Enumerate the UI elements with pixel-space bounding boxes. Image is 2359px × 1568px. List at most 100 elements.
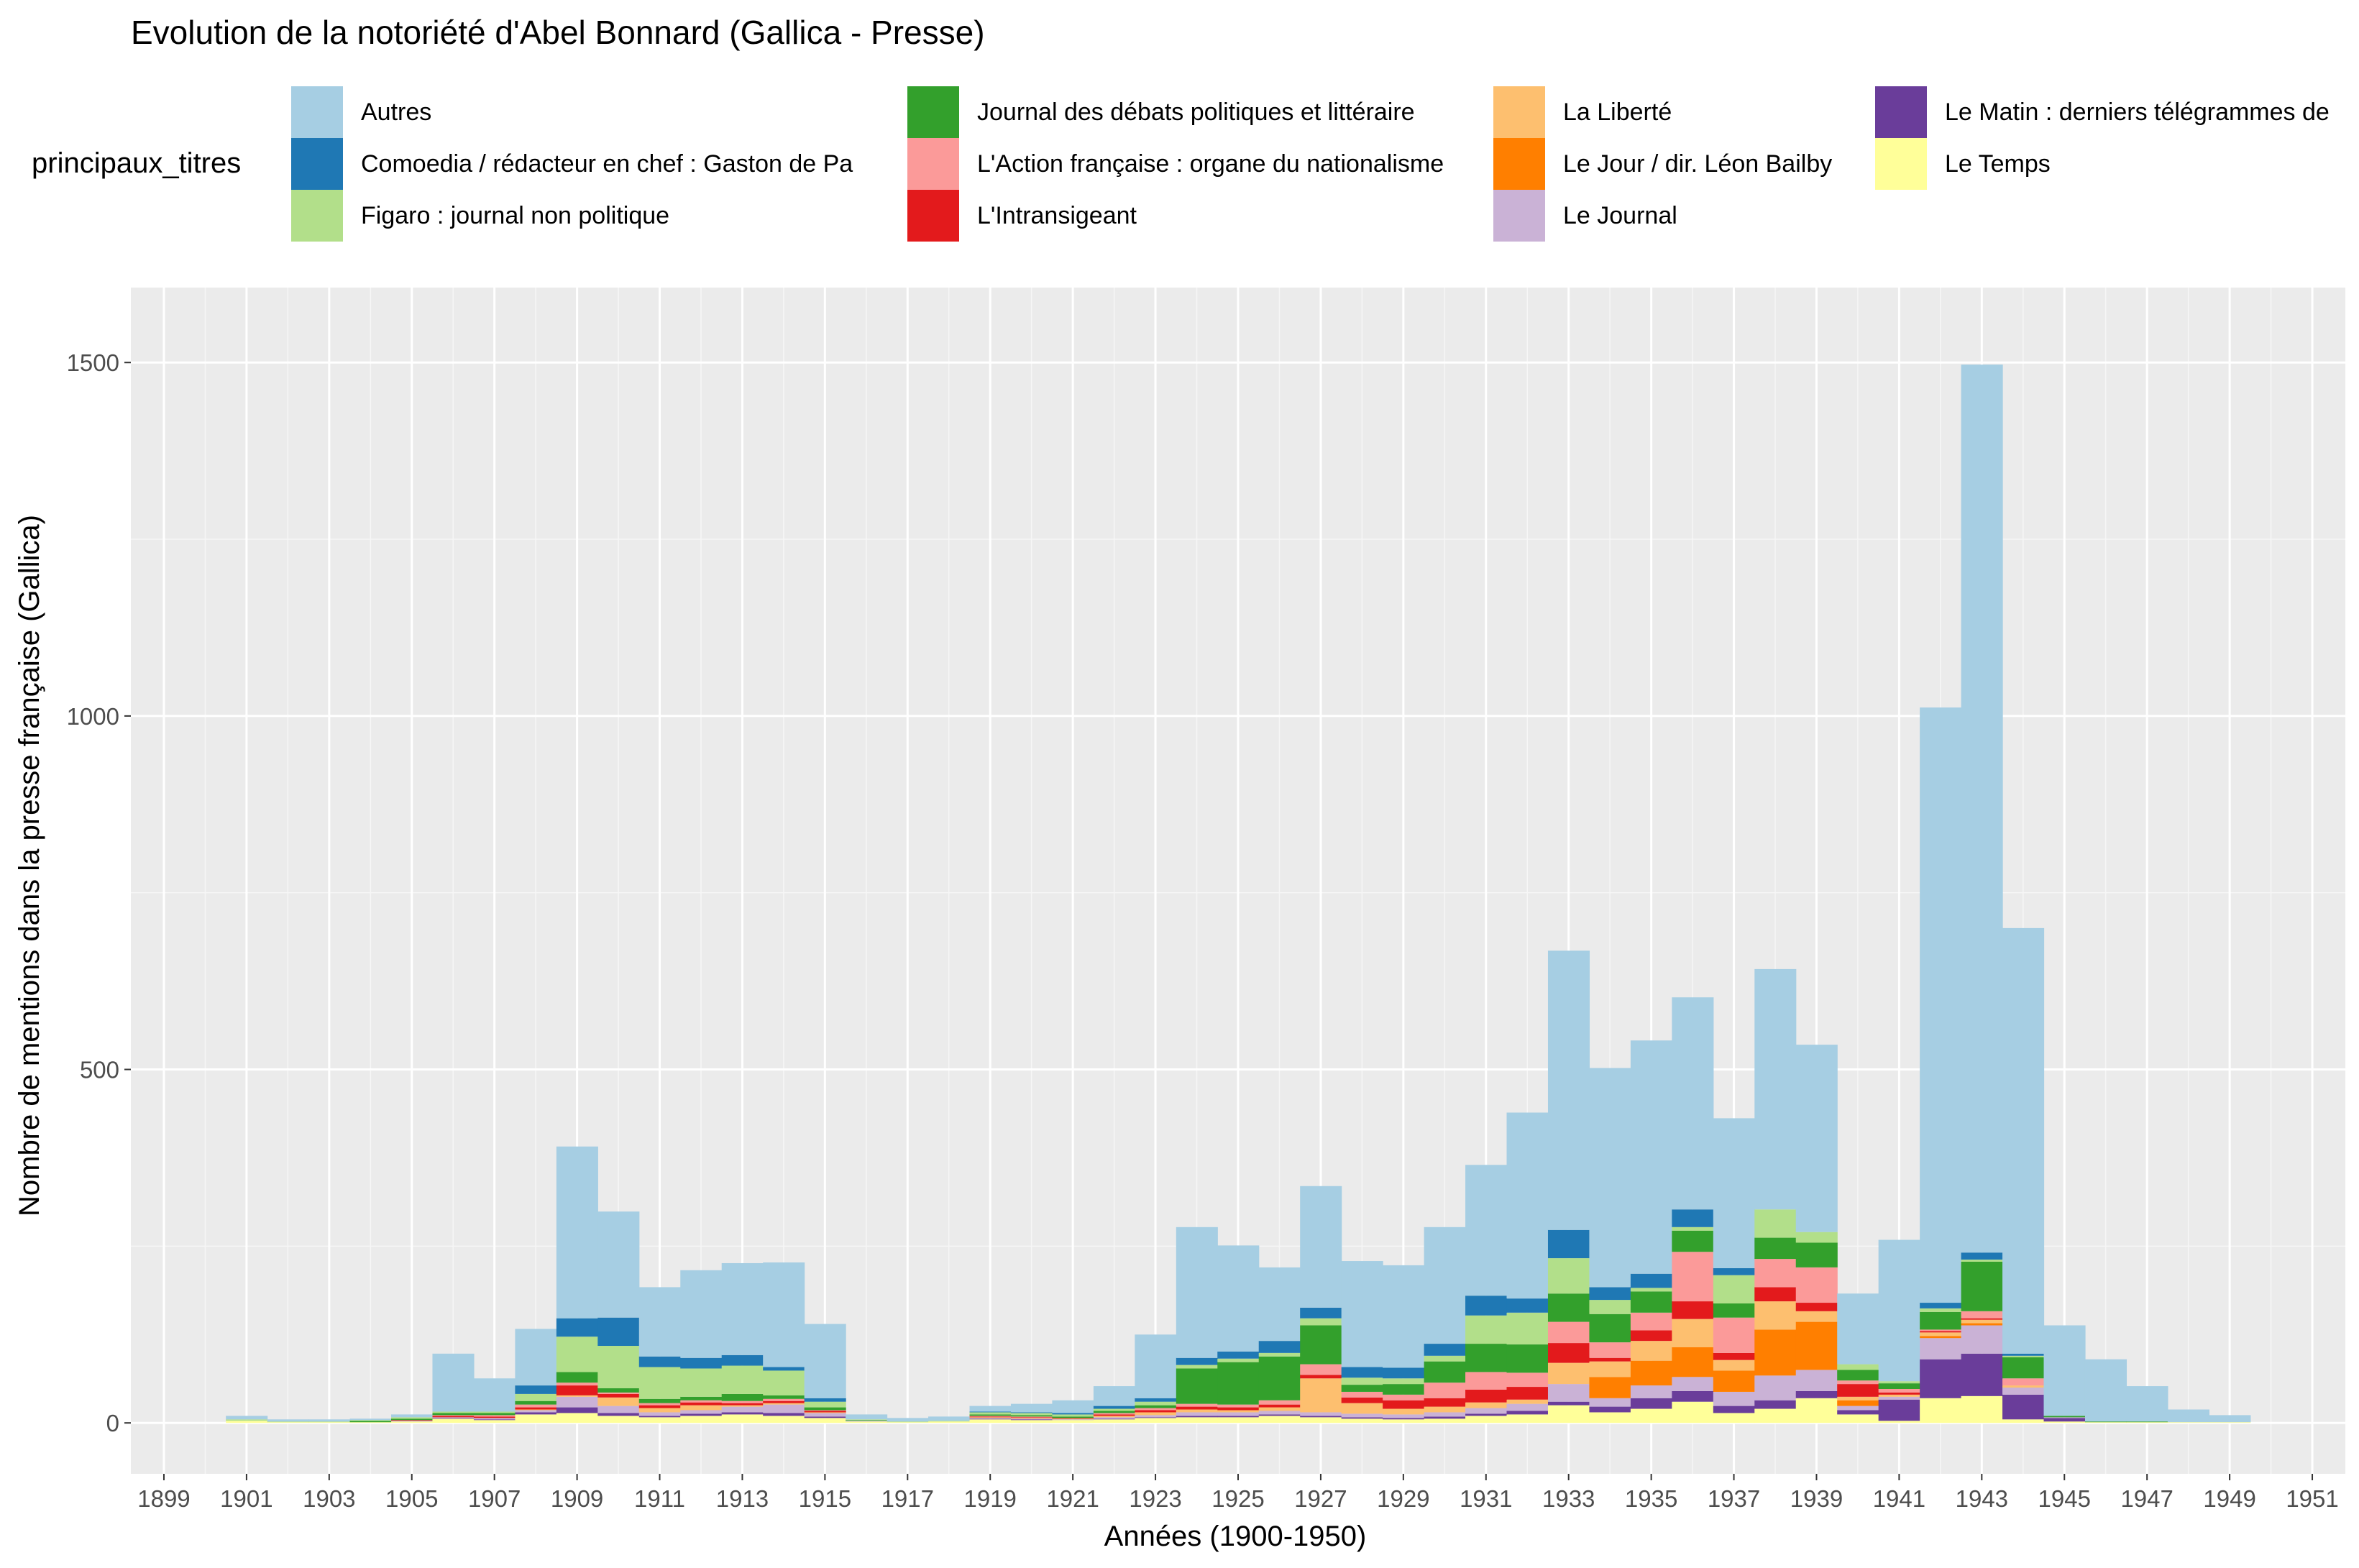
bar-segment-journal-des-debats-politiques-et-litteraire-1912 [680, 1396, 723, 1400]
y-tick-label: 1000 [67, 703, 119, 730]
bar-segment-comoedia-redacteur-en-chef-gaston-de-pa-1927 [1300, 1307, 1342, 1319]
bar-segment-journal-des-debats-politiques-et-litteraire-1906 [432, 1413, 475, 1416]
bar-segment-le-journal-1935 [1630, 1385, 1672, 1398]
bar-segment-l-action-francaise-organe-du-nationalisme-1941 [1878, 1389, 1920, 1393]
bar-segment-le-journal-1909 [556, 1396, 598, 1408]
bar-segment-comoedia-redacteur-en-chef-gaston-de-pa-1943 [1961, 1252, 2003, 1260]
bar-segment-figaro-journal-non-politique-1940 [1837, 1364, 1879, 1370]
x-tick-label: 1901 [220, 1485, 272, 1512]
bar-segment-l-intransigeant-1908 [515, 1407, 557, 1410]
bar-segment-le-temps-1921 [1052, 1420, 1094, 1423]
bar-segment-comoedia-redacteur-en-chef-gaston-de-pa-1908 [515, 1385, 557, 1394]
bar-segment-figaro-journal-non-politique-1935 [1630, 1288, 1672, 1292]
bar-segment-la-liberte-1934 [1589, 1361, 1631, 1377]
bar-segment-l-action-francaise-organe-du-nationalisme-1908 [515, 1404, 557, 1408]
bar-segment-l-intransigeant-1933 [1547, 1343, 1590, 1363]
bar-segment-l-intransigeant-1914 [763, 1400, 805, 1403]
bar-segment-comoedia-redacteur-en-chef-gaston-de-pa-1920 [1010, 1412, 1053, 1413]
bar-segment-journal-des-debats-politiques-et-litteraire-1933 [1547, 1293, 1590, 1322]
bar-segment-le-journal-1937 [1713, 1391, 1755, 1406]
bar-segment-figaro-journal-non-politique-1904 [349, 1420, 392, 1421]
bar-segment-autres-1904 [349, 1418, 392, 1421]
bar-segment-l-action-francaise-organe-du-nationalisme-1935 [1630, 1312, 1672, 1331]
bar-segment-l-action-francaise-organe-du-nationalisme-1913 [721, 1400, 764, 1403]
bar-segment-autres-1929 [1383, 1265, 1425, 1368]
bar-segment-figaro-journal-non-politique-1929 [1383, 1378, 1425, 1385]
bar-segment-figaro-journal-non-politique-1933 [1547, 1258, 1590, 1294]
bar-segment-le-temps-1929 [1383, 1419, 1425, 1423]
bar-segment-l-action-francaise-organe-du-nationalisme-1909 [556, 1383, 598, 1386]
x-tick-label: 1909 [551, 1485, 603, 1512]
bar-segment-journal-des-debats-politiques-et-litteraire-1932 [1506, 1344, 1549, 1373]
bar-segment-l-action-francaise-organe-du-nationalisme-1934 [1589, 1342, 1631, 1358]
bar-segment-autres-1938 [1754, 968, 1797, 1210]
bar-segment-l-action-francaise-organe-du-nationalisme-1938 [1754, 1259, 1797, 1288]
bar-segment-journal-des-debats-politiques-et-litteraire-1905 [391, 1418, 434, 1421]
bar-segment-le-temps-1925 [1217, 1417, 1260, 1423]
bar-segment-le-journal-1944 [2002, 1388, 2045, 1395]
bar-segment-l-action-francaise-organe-du-nationalisme-1906 [432, 1415, 475, 1416]
bar-segment-la-liberte-1942 [1920, 1332, 1962, 1337]
bar-segment-l-action-francaise-organe-du-nationalisme-1926 [1258, 1400, 1301, 1405]
x-tick-label: 1941 [1873, 1485, 1925, 1512]
x-tick-label: 1917 [881, 1485, 934, 1512]
bar-segment-la-liberte-1908 [515, 1409, 557, 1411]
bar-segment-la-liberte-1909 [556, 1395, 598, 1397]
bar-segment-le-temps-1920 [1010, 1420, 1053, 1423]
bar-segment-le-matin-derniers-telegrammes-de-1931 [1465, 1413, 1508, 1416]
bar-segment-autres-1936 [1672, 997, 1714, 1210]
bar-segment-le-journal-1932 [1506, 1403, 1549, 1411]
bar-segment-le-matin-derniers-telegrammes-de-1933 [1547, 1401, 1590, 1406]
bar-segment-le-jour-dir-leon-bailby-1939 [1795, 1321, 1838, 1370]
x-tick-label: 1943 [1956, 1485, 2008, 1512]
bar-segment-journal-des-debats-politiques-et-litteraire-1931 [1465, 1344, 1508, 1372]
bar-segment-le-temps-1922 [1093, 1419, 1135, 1423]
bar-segment-le-matin-derniers-telegrammes-de-1932 [1506, 1411, 1549, 1415]
bar-segment-le-matin-derniers-telegrammes-de-1930 [1424, 1416, 1466, 1419]
y-axis-title: Nombre de mentions dans la presse frança… [14, 515, 45, 1216]
bar-segment-figaro-journal-non-politique-1934 [1589, 1300, 1631, 1314]
bar-segment-le-journal-1907 [473, 1418, 516, 1420]
bar-segment-le-journal-1940 [1837, 1406, 1879, 1411]
bar-segment-l-action-francaise-organe-du-nationalisme-1936 [1672, 1252, 1714, 1302]
x-tick-label: 1937 [1708, 1485, 1760, 1512]
x-tick-label: 1933 [1542, 1485, 1595, 1512]
bar-segment-figaro-journal-non-politique-1917 [887, 1421, 929, 1423]
bar-segment-le-temps-1940 [1837, 1414, 1879, 1423]
bar-segment-la-liberte-1912 [680, 1405, 723, 1411]
legend-label-le-jour-dir-leon-bailby: Le Jour / dir. Léon Bailby [1563, 150, 1833, 178]
bar-segment-l-action-francaise-organe-du-nationalisme-1929 [1383, 1394, 1425, 1400]
bar-segment-figaro-journal-non-politique-1907 [473, 1411, 516, 1413]
bar-segment-la-liberte-1928 [1341, 1403, 1383, 1414]
bar-segment-le-temps-1912 [680, 1416, 723, 1423]
bar-segment-la-liberte-1932 [1506, 1399, 1549, 1404]
x-tick-label: 1939 [1790, 1485, 1843, 1512]
bar-segment-l-action-francaise-organe-du-nationalisme-1927 [1300, 1364, 1342, 1375]
bar-segment-le-temps-1917 [887, 1422, 929, 1423]
bar-segment-le-matin-derniers-telegrammes-de-1909 [556, 1407, 598, 1413]
bar-segment-l-action-francaise-organe-du-nationalisme-1907 [473, 1415, 516, 1417]
legend-key-journal-des-debats-politiques-et-litteraire [907, 86, 959, 138]
bar-segment-autres-1912 [680, 1270, 723, 1358]
bar-segment-autres-1901 [226, 1416, 268, 1420]
bar-segment-le-journal-1943 [1961, 1325, 2003, 1354]
bar-segment-l-action-francaise-organe-du-nationalisme-1914 [763, 1398, 805, 1401]
bar-segment-journal-des-debats-politiques-et-litteraire-1913 [721, 1393, 764, 1401]
bar-segment-figaro-journal-non-politique-1919 [969, 1412, 1012, 1415]
axes: 1899 1901 1903 1905 1907 1909 1911 1913 1915 1917… [67, 349, 2339, 1512]
bar-segment-autres-1906 [432, 1353, 475, 1412]
bar-segment-journal-des-debats-politiques-et-litteraire-1941 [1878, 1383, 1920, 1390]
x-tick-label: 1911 [634, 1485, 685, 1512]
bar-segment-l-intransigeant-1941 [1878, 1392, 1920, 1395]
bar-segment-le-jour-dir-leon-bailby-1942 [1920, 1336, 1962, 1339]
bar-segment-autres-1932 [1506, 1112, 1549, 1299]
bar-segment-l-intransigeant-1929 [1383, 1400, 1425, 1409]
bar-segment-l-action-francaise-organe-du-nationalisme-1940 [1837, 1380, 1879, 1385]
bar-segment-figaro-journal-non-politique-1937 [1713, 1275, 1755, 1304]
bar-segment-le-journal-1912 [680, 1410, 723, 1414]
bar-segment-la-liberte-1914 [763, 1403, 805, 1405]
bar-segment-comoedia-redacteur-en-chef-gaston-de-pa-1931 [1465, 1296, 1508, 1316]
bar-segment-figaro-journal-non-politique-1914 [763, 1370, 805, 1395]
bar-segment-le-matin-derniers-telegrammes-de-1937 [1713, 1406, 1755, 1413]
bar-segment-la-liberte-1938 [1754, 1301, 1797, 1330]
